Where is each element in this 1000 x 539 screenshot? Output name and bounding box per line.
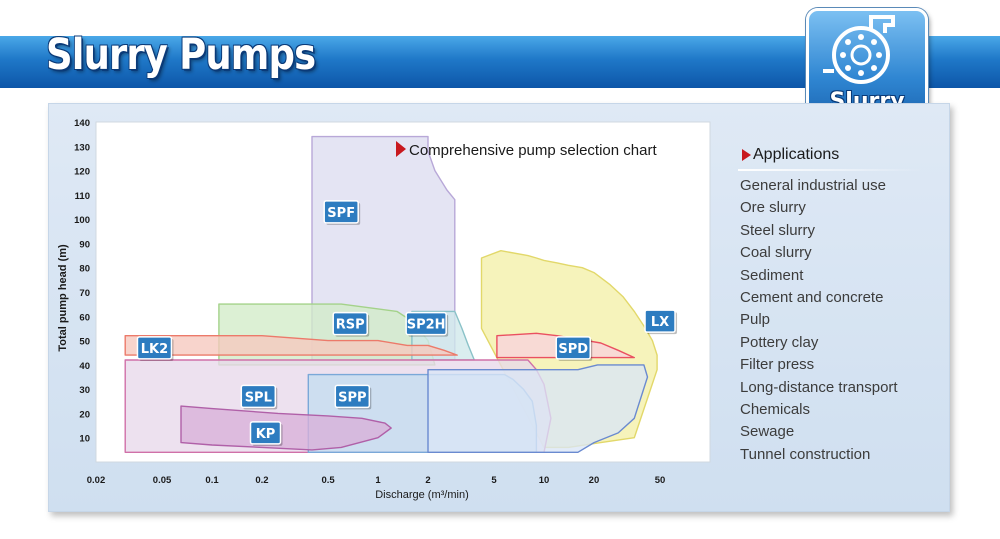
x-tick-label: 0.1 [205, 475, 219, 486]
y-axis-label: Total pump head (m) [57, 244, 69, 352]
series-label-lx: LX [651, 315, 669, 330]
application-item: Steel slurry [740, 221, 816, 239]
x-tick-label: 0.02 [87, 475, 106, 486]
x-tick-label: 10 [539, 475, 550, 486]
x-tick-label: 20 [589, 475, 600, 486]
series-label-box [332, 311, 368, 336]
series-label-lk2: LK2 [141, 342, 168, 357]
series-label-spd: SPD [558, 342, 588, 357]
pump-icon [823, 15, 895, 84]
x-tick-label: 0.05 [153, 475, 172, 486]
y-tick-label: 30 [79, 385, 90, 396]
title-arrow-icon [396, 141, 406, 157]
series-label-sp2h: SP2H [407, 318, 446, 333]
y-tick-label: 120 [74, 167, 90, 178]
series-label-spl: SPL [245, 390, 272, 405]
series-label-spf: SPF [327, 206, 355, 221]
series-label-kp: KP [256, 427, 276, 442]
application-item: Tunnel construction [740, 445, 871, 463]
applications-divider [738, 169, 923, 171]
applications-list: General industrial use Ore slurry Steel sl… [738, 175, 938, 466]
page-title: Slurry Pumps [46, 30, 316, 80]
series-label-box [334, 384, 371, 409]
application-item: Cement and concrete [740, 288, 884, 306]
application-item: Sewage [740, 423, 795, 441]
application-item: Ore slurry [740, 199, 806, 217]
x-tick-label: 0.2 [255, 475, 268, 486]
application-item: General industrial use [740, 177, 886, 194]
y-tick-label: 40 [79, 361, 90, 372]
x-tick-label: 0.5 [321, 475, 335, 486]
y-tick-label: 130 [74, 142, 90, 153]
y-tick-label: 50 [79, 337, 90, 348]
series-label-box [405, 311, 447, 336]
x-tick-label: 2 [425, 475, 430, 486]
y-tick-label: 20 [79, 409, 90, 420]
applications-title: Applications [738, 144, 938, 166]
series-region-kp [180, 405, 392, 451]
y-tick-label: 140 [74, 118, 90, 129]
application-item: Pottery clay [740, 333, 819, 351]
application-item: Pulp [740, 311, 771, 329]
application-item: Chemicals [740, 400, 811, 418]
y-tick-label: 110 [75, 191, 90, 202]
series-label-box [323, 200, 359, 224]
applications-panel: Applications General industrial use Ore s… [738, 144, 938, 466]
series-label-box [644, 309, 676, 333]
y-tick-label: 90 [79, 239, 90, 250]
application-item: Sediment [740, 266, 804, 284]
series-label-rsp: RSP [336, 318, 365, 333]
x-tick-label: 5 [491, 475, 497, 486]
series-label-box [555, 336, 591, 360]
x-axis-label: Discharge (m³/min) [375, 489, 469, 501]
y-tick-label: 10 [79, 434, 90, 445]
series-label-box [136, 336, 173, 360]
y-tick-label: 70 [79, 288, 90, 299]
series-label-box [249, 421, 282, 445]
chart-title: Comprehensive pump selection chart [409, 142, 657, 159]
series-label-box [240, 384, 277, 409]
application-item: Coal slurry [740, 244, 812, 262]
series-label-spp: SPP [338, 390, 366, 405]
x-tick-label: 50 [655, 475, 666, 486]
y-tick-label: 100 [74, 215, 90, 226]
application-item: Long-distance transport [740, 378, 898, 396]
series-region-spp-large [427, 364, 649, 453]
series-region-lk2 [124, 335, 458, 356]
y-tick-label: 60 [79, 312, 90, 323]
application-item: Filter press [740, 356, 815, 374]
y-tick-label: 80 [79, 264, 90, 275]
x-tick-label: 1 [375, 475, 381, 486]
